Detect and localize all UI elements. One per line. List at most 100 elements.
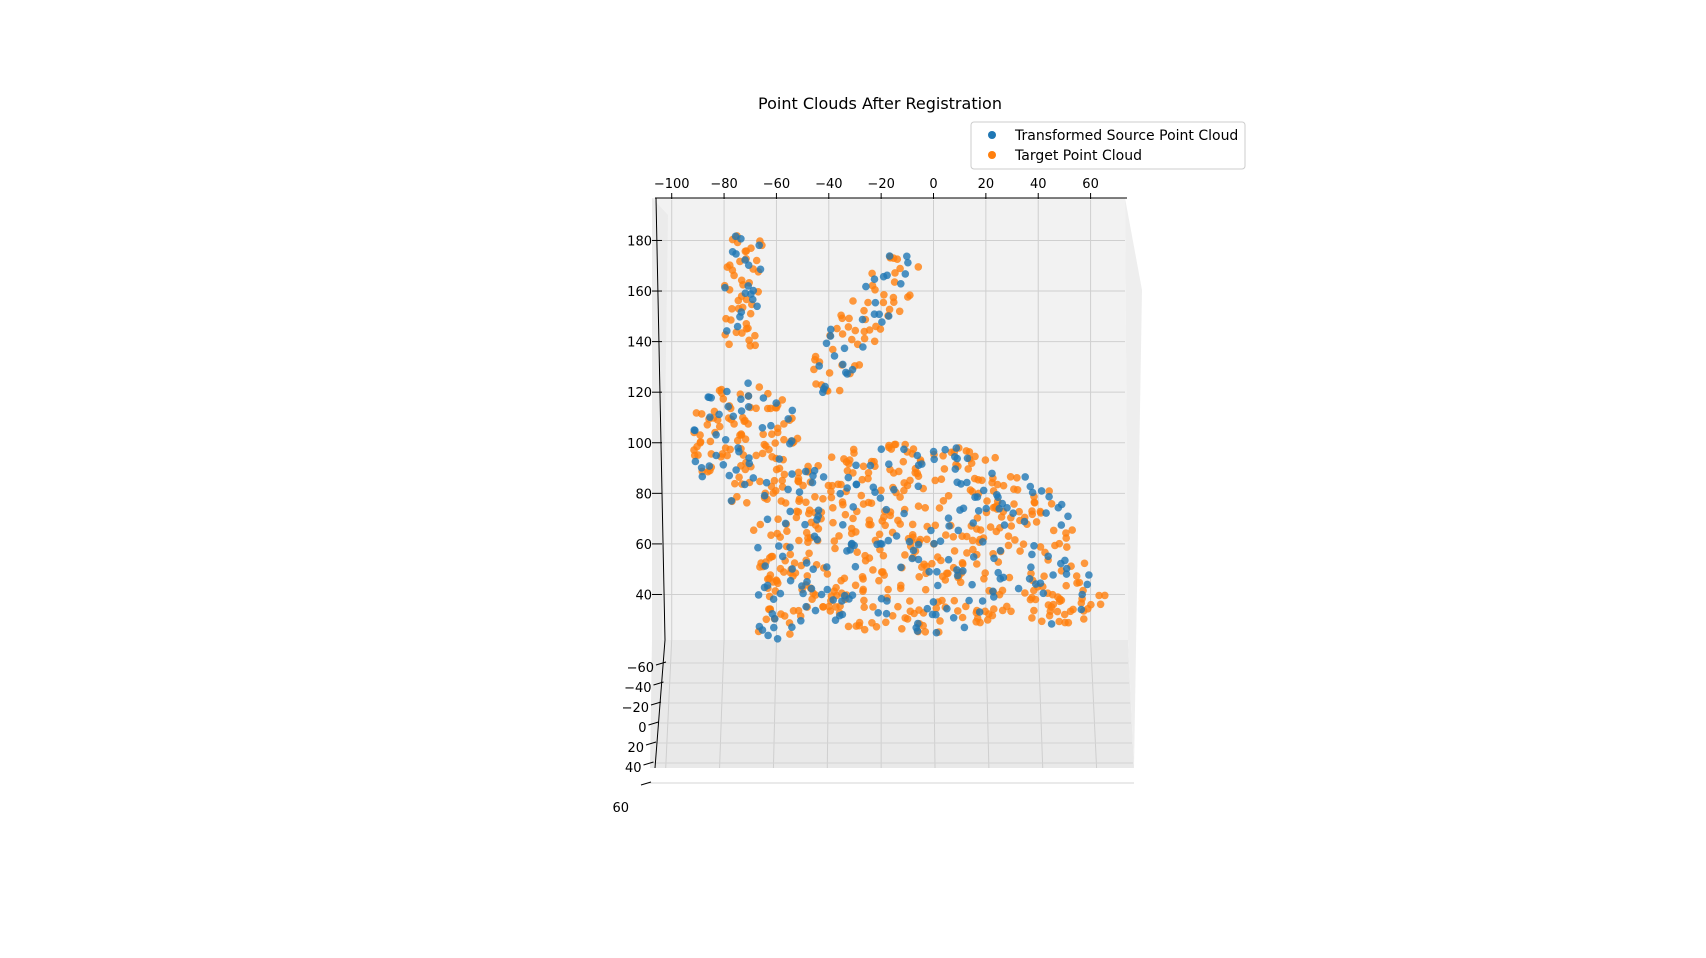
- source-point: [908, 554, 916, 563]
- source-point: [949, 614, 958, 622]
- source-point: [784, 485, 792, 494]
- target-point: [763, 404, 772, 413]
- target-point: [758, 449, 767, 458]
- target-point: [774, 515, 782, 523]
- target-point: [896, 520, 904, 528]
- target-point: [749, 526, 758, 534]
- x-tick-label: −100: [654, 177, 690, 192]
- target-point: [920, 560, 928, 569]
- target-point: [869, 566, 877, 574]
- source-point: [786, 543, 794, 552]
- source-point: [736, 313, 744, 321]
- target-point: [1080, 559, 1089, 568]
- source-point: [858, 315, 867, 324]
- target-point: [978, 476, 986, 485]
- source-point: [1020, 517, 1029, 526]
- source-point: [1021, 473, 1029, 481]
- target-point: [845, 314, 853, 323]
- target-point: [1032, 518, 1041, 526]
- source-point: [719, 461, 728, 469]
- target-point: [894, 602, 902, 611]
- target-point: [897, 581, 905, 590]
- target-point: [859, 585, 867, 594]
- source-point: [969, 519, 977, 527]
- target-point: [778, 396, 787, 404]
- target-point: [906, 607, 915, 616]
- target-point: [1019, 540, 1028, 548]
- source-point: [932, 628, 941, 637]
- target-point: [826, 607, 835, 615]
- source-point: [814, 512, 822, 520]
- source-point: [775, 542, 783, 550]
- target-point: [860, 306, 868, 315]
- target-point: [915, 573, 923, 581]
- target-point: [805, 509, 813, 518]
- target-point: [723, 451, 731, 460]
- target-point: [864, 469, 873, 477]
- source-point: [826, 332, 835, 340]
- source-point: [754, 591, 763, 599]
- target-point: [1038, 617, 1046, 626]
- source-point: [744, 379, 752, 388]
- source-point: [724, 402, 732, 411]
- target-point: [752, 451, 760, 460]
- source-point: [749, 474, 758, 482]
- source-point: [879, 272, 888, 281]
- target-point: [1013, 474, 1021, 482]
- y-tick-label: 20: [627, 741, 644, 756]
- target-point: [1011, 536, 1019, 544]
- target-point: [772, 487, 780, 495]
- y-tick-mark: [648, 721, 659, 726]
- target-point: [819, 603, 827, 611]
- source-point: [823, 585, 832, 594]
- target-point: [827, 493, 836, 502]
- target-point: [1037, 509, 1045, 517]
- source-point: [723, 387, 731, 396]
- z-tick-label: 60: [635, 538, 652, 553]
- source-point: [874, 609, 882, 617]
- source-point: [885, 252, 894, 260]
- target-point: [843, 467, 852, 475]
- source-point: [1028, 488, 1037, 497]
- target-point: [981, 456, 990, 464]
- source-point: [763, 515, 772, 524]
- target-point: [829, 504, 837, 512]
- target-point: [842, 458, 851, 466]
- target-point: [914, 502, 923, 511]
- axes-3d: −100 −80 −60 −40 −20 0 20 40 60 40 60 80 100 120 140 1…: [612, 177, 1142, 816]
- target-point: [1073, 579, 1081, 587]
- source-point: [846, 546, 854, 554]
- target-point: [875, 576, 883, 585]
- source-point: [732, 466, 740, 474]
- target-point: [898, 625, 906, 633]
- target-point: [986, 523, 995, 531]
- floor-gridline: [985, 639, 990, 769]
- source-point: [698, 472, 707, 481]
- source-point: [951, 453, 959, 461]
- source-point: [929, 447, 938, 456]
- target-point: [1053, 607, 1062, 616]
- target-point: [968, 536, 977, 545]
- source-point: [775, 455, 784, 463]
- legend-box: [970, 121, 1246, 170]
- target-point: [859, 575, 867, 583]
- source-point: [795, 488, 804, 496]
- target-point: [890, 278, 899, 286]
- source-point: [811, 606, 820, 615]
- target-point: [860, 596, 868, 605]
- target-point: [901, 614, 909, 622]
- source-point: [885, 460, 893, 469]
- target-point: [838, 498, 847, 506]
- target-point: [981, 569, 989, 577]
- x-tick-label: −40: [815, 177, 842, 192]
- target-point: [939, 452, 947, 460]
- source-point: [904, 258, 912, 267]
- target-point: [841, 510, 850, 519]
- source-point: [1064, 512, 1072, 521]
- target-point: [849, 514, 857, 523]
- target-point: [794, 508, 803, 516]
- target-point: [1003, 602, 1011, 611]
- source-point: [914, 540, 923, 549]
- target-point: [805, 549, 813, 558]
